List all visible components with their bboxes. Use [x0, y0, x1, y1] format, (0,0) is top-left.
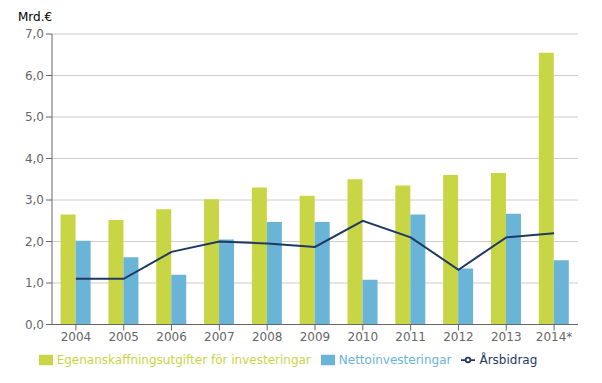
- svg-text:7,0: 7,0: [25, 27, 44, 41]
- svg-text:2009: 2009: [300, 330, 331, 344]
- svg-text:4,0: 4,0: [25, 152, 44, 166]
- svg-text:6,0: 6,0: [25, 69, 44, 83]
- svg-text:0,0: 0,0: [25, 318, 44, 332]
- svg-text:2005: 2005: [108, 330, 139, 344]
- svg-text:2008: 2008: [252, 330, 283, 344]
- svg-text:2011: 2011: [395, 330, 426, 344]
- svg-text:2007: 2007: [204, 330, 235, 344]
- svg-text:2013: 2013: [491, 330, 522, 344]
- svg-text:2004: 2004: [61, 330, 92, 344]
- html-text:Nettoinvesteringar: Nettoinvesteringar: [338, 352, 452, 367]
- svg-text:2012: 2012: [443, 330, 474, 344]
- html-text:Mrd.€: Mrd.€: [18, 10, 53, 24]
- html-text:Årsbidrag: Årsbidrag: [479, 352, 538, 367]
- svg-text:5,0: 5,0: [25, 110, 44, 124]
- svg-text:2006: 2006: [156, 330, 187, 344]
- svg-text:2010: 2010: [348, 330, 379, 344]
- svg-text:1,0: 1,0: [25, 276, 44, 290]
- html-text:Egenanskaffningsutgifter för i: Egenanskaffningsutgifter för investering…: [56, 352, 311, 367]
- svg-text:2,0: 2,0: [25, 235, 44, 249]
- svg-text:3,0: 3,0: [25, 193, 44, 207]
- svg-text:2014*: 2014*: [536, 330, 573, 344]
